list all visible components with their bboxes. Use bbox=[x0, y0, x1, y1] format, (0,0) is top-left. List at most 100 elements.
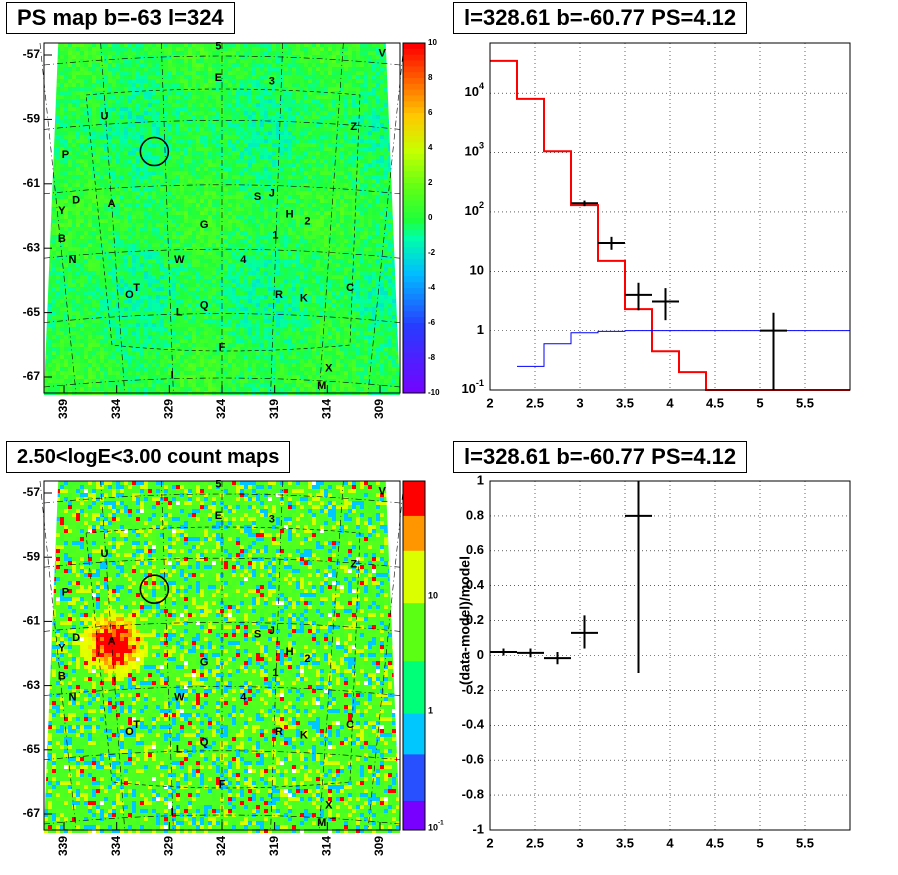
map-pixel bbox=[232, 147, 236, 151]
map-pixel bbox=[64, 51, 68, 55]
map-pixel bbox=[96, 159, 100, 163]
map-pixel bbox=[120, 311, 124, 315]
map-pixel bbox=[120, 375, 124, 379]
map-pixel bbox=[264, 215, 268, 219]
map-pixel bbox=[172, 307, 176, 311]
map-pixel bbox=[168, 331, 172, 335]
map-pixel bbox=[152, 267, 156, 271]
map-pixel bbox=[60, 327, 64, 331]
map-pixel bbox=[176, 195, 180, 199]
map-pixel bbox=[116, 275, 120, 279]
map-pixel bbox=[112, 143, 116, 147]
map-pixel bbox=[136, 67, 140, 71]
map-pixel bbox=[180, 387, 184, 391]
map-pixel bbox=[208, 211, 212, 215]
map-pixel bbox=[180, 95, 184, 99]
map-pixel bbox=[100, 359, 104, 363]
map-pixel bbox=[136, 183, 140, 187]
map-pixel bbox=[240, 251, 244, 255]
map-pixel bbox=[196, 359, 200, 363]
map-pixel bbox=[248, 383, 252, 387]
map-pixel bbox=[88, 247, 92, 251]
map-pixel bbox=[96, 235, 100, 239]
map-pixel bbox=[120, 295, 124, 299]
map-pixel bbox=[108, 171, 112, 175]
map-pixel bbox=[204, 255, 208, 259]
map-pixel bbox=[64, 239, 68, 243]
map-pixel bbox=[164, 107, 168, 111]
map-pixel bbox=[88, 179, 92, 183]
map-pixel bbox=[112, 335, 116, 339]
map-pixel bbox=[76, 267, 80, 271]
map-pixel bbox=[204, 115, 208, 119]
map-pixel bbox=[172, 303, 176, 307]
map-pixel bbox=[244, 87, 248, 91]
map-pixel bbox=[68, 359, 72, 363]
map-pixel bbox=[152, 311, 156, 315]
map-pixel bbox=[168, 379, 172, 383]
map-pixel bbox=[156, 171, 160, 175]
map-pixel bbox=[196, 379, 200, 383]
map-pixel bbox=[188, 187, 192, 191]
map-pixel bbox=[168, 355, 172, 359]
map-pixel bbox=[68, 63, 72, 67]
map-pixel bbox=[136, 211, 140, 215]
map-pixel bbox=[124, 67, 128, 71]
map-pixel bbox=[160, 275, 164, 279]
map-pixel bbox=[208, 179, 212, 183]
map-pixel bbox=[140, 275, 144, 279]
map-pixel bbox=[100, 379, 104, 383]
map-pixel bbox=[128, 371, 132, 375]
map-pixel bbox=[232, 143, 236, 147]
map-pixel bbox=[192, 127, 196, 131]
map-pixel bbox=[228, 335, 232, 339]
map-pixel bbox=[136, 123, 140, 127]
map-pixel bbox=[116, 167, 120, 171]
map-pixel bbox=[144, 179, 148, 183]
map-pixel bbox=[152, 363, 156, 367]
map-pixel bbox=[80, 363, 84, 367]
map-pixel bbox=[252, 59, 256, 63]
map-pixel bbox=[124, 375, 128, 379]
map-pixel bbox=[268, 207, 272, 211]
map-pixel bbox=[144, 207, 148, 211]
map-pixel bbox=[64, 79, 68, 83]
map-pixel bbox=[92, 79, 96, 83]
map-pixel bbox=[232, 119, 236, 123]
map-pixel bbox=[136, 327, 140, 331]
map-pixel bbox=[128, 119, 132, 123]
map-pixel bbox=[232, 127, 236, 131]
map-pixel bbox=[76, 343, 80, 347]
map-pixel bbox=[228, 215, 232, 219]
map-pixel bbox=[208, 51, 212, 55]
map-pixel bbox=[64, 243, 68, 247]
map-pixel bbox=[84, 259, 88, 263]
map-pixel bbox=[252, 271, 256, 275]
map-pixel bbox=[52, 375, 56, 379]
map-pixel bbox=[240, 303, 244, 307]
map-pixel bbox=[72, 103, 76, 107]
map-pixel bbox=[264, 235, 268, 239]
map-pixel bbox=[244, 47, 248, 51]
map-pixel bbox=[76, 131, 80, 135]
map-pixel bbox=[248, 47, 252, 51]
map-pixel bbox=[268, 95, 272, 99]
map-pixel bbox=[240, 327, 244, 331]
map-pixel bbox=[176, 111, 180, 115]
map-pixel bbox=[184, 323, 188, 327]
map-pixel bbox=[52, 319, 56, 323]
map-pixel bbox=[244, 307, 248, 311]
map-pixel bbox=[252, 191, 256, 195]
map-pixel bbox=[84, 71, 88, 75]
map-pixel bbox=[220, 191, 224, 195]
map-pixel bbox=[176, 335, 180, 339]
map-pixel bbox=[152, 127, 156, 131]
map-pixel bbox=[68, 203, 72, 207]
map-pixel bbox=[72, 387, 76, 391]
map-pixel bbox=[184, 203, 188, 207]
map-pixel bbox=[260, 171, 264, 175]
map-pixel bbox=[100, 163, 104, 167]
map-pixel bbox=[52, 359, 56, 363]
map-pixel bbox=[212, 299, 216, 303]
map-pixel bbox=[132, 127, 136, 131]
